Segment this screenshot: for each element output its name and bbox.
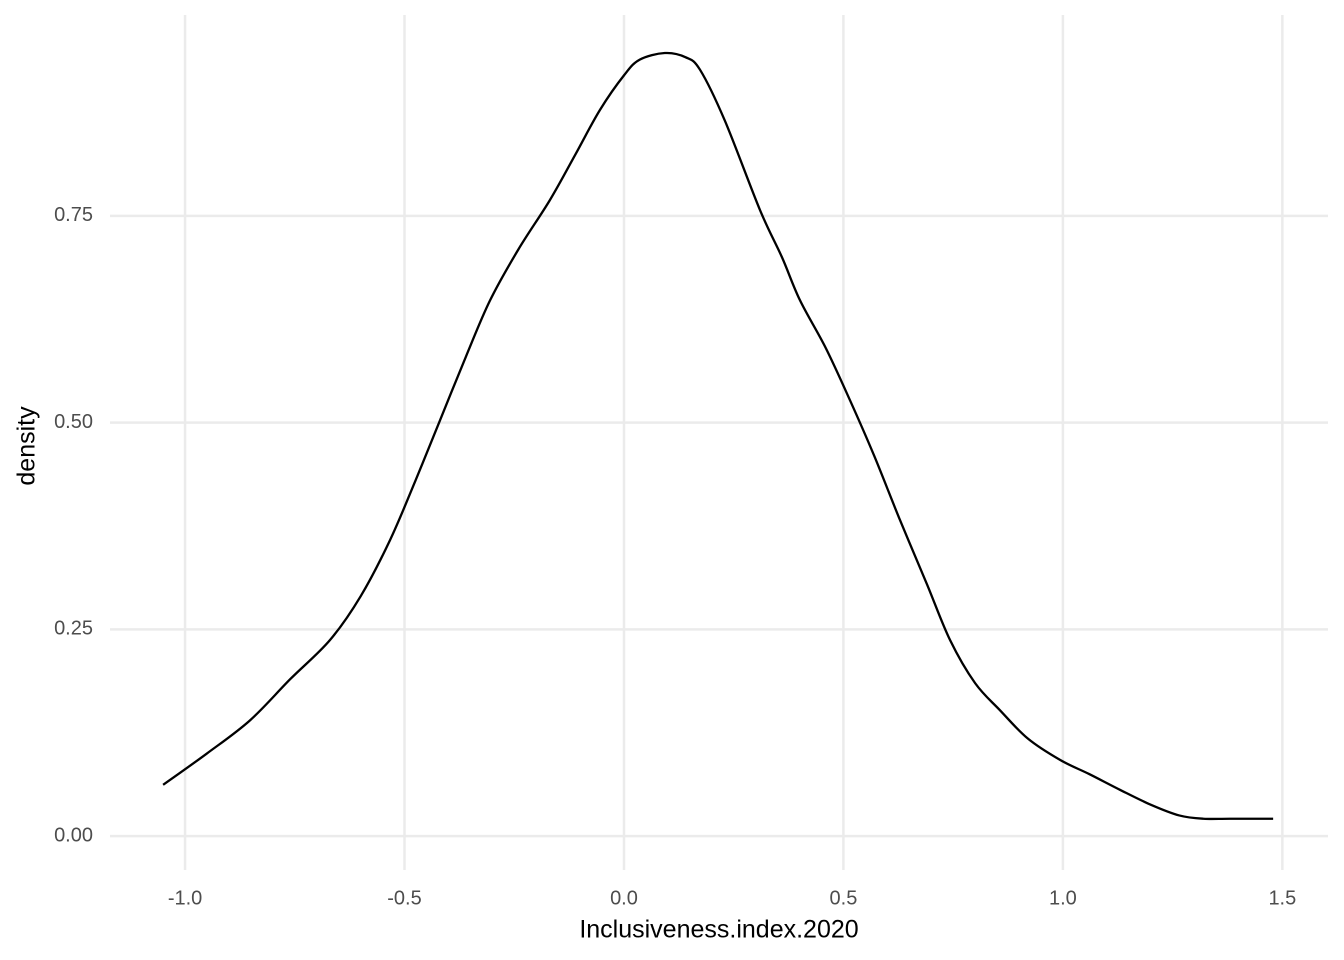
y-tick-label: 0.00 [54,824,93,846]
x-tick-label: 1.0 [1049,887,1077,909]
x-tick-label: 0.0 [610,887,638,909]
x-tick-label: -1.0 [168,887,202,909]
x-axis-title: Inclusiveness.index.2020 [579,916,858,944]
x-tick-label: -0.5 [387,887,421,909]
density-line [162,51,1274,821]
y-tick-label: 0.50 [54,411,93,433]
x-tick-label: 1.5 [1268,887,1296,909]
y-axis-title: density [13,406,41,486]
y-tick-label: 0.75 [54,204,93,226]
x-tick-label: 0.5 [830,887,858,909]
y-tick-label: 0.25 [54,618,93,640]
